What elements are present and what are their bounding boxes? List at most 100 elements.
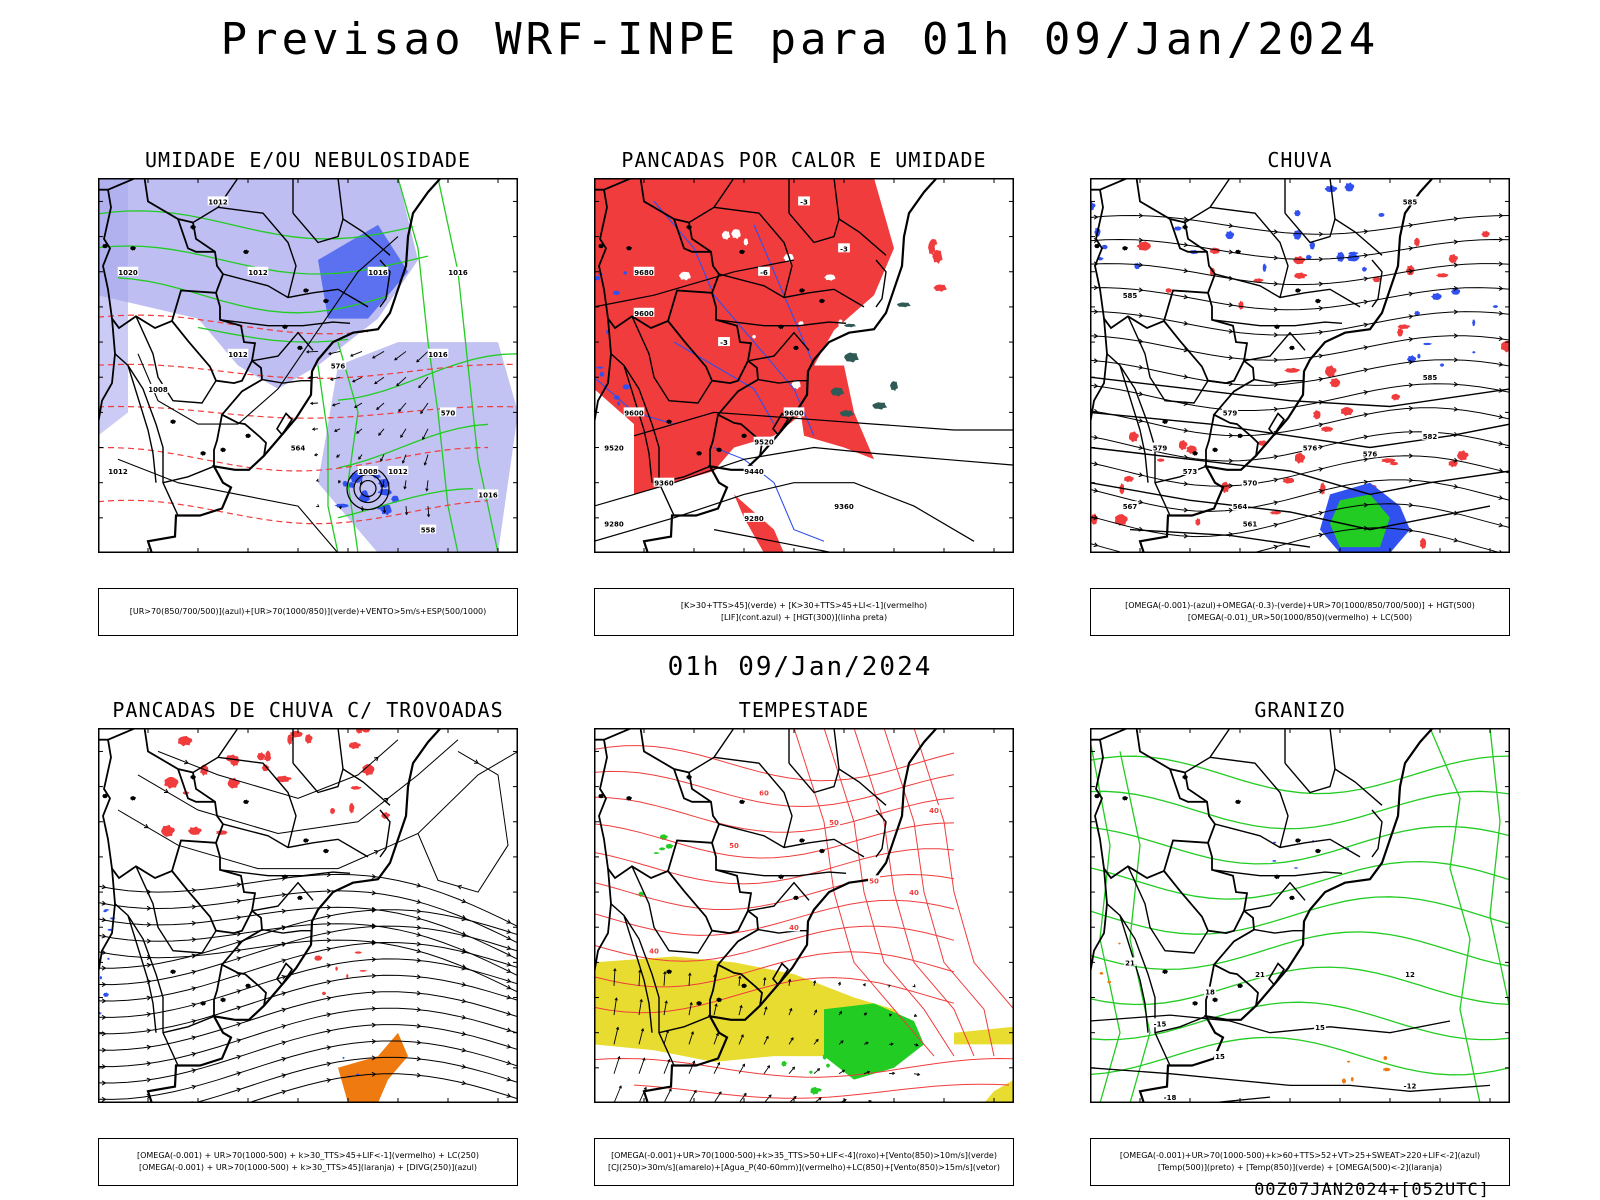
border-line: [1205, 414, 1215, 467]
contour-label-bg: [1151, 442, 1169, 452]
map-frame: [98, 178, 518, 553]
lake: [1162, 969, 1168, 975]
page-title: Previsao WRF-INPE para 01h 09/Jan/2024: [220, 14, 1380, 65]
streamline-arrow: [506, 919, 512, 924]
streamline: [98, 906, 518, 960]
lake: [130, 246, 136, 251]
streamline-arrow: [146, 905, 152, 911]
streamline-arrow: [1138, 391, 1144, 397]
omega-area-blue: [1293, 209, 1301, 217]
temp500-contour: [1090, 1014, 1451, 1034]
wind-vector: [738, 1063, 745, 1074]
lif-contour-blue: [653, 201, 815, 437]
streamline-arrow: [1228, 328, 1234, 334]
streamline: [98, 909, 518, 969]
streamline-arrow: [1408, 527, 1414, 533]
rain-area-red: [1397, 324, 1411, 329]
wind-vector-head: [416, 359, 420, 363]
wind-vector-head: [887, 984, 891, 988]
lagoa-dos-patos: [772, 412, 790, 436]
streamline-arrow: [1318, 353, 1324, 359]
map-frame: [98, 728, 518, 1103]
contour-label-bg: [743, 512, 765, 522]
omega-area-blue: [1348, 251, 1359, 256]
rain-area-red: [1391, 393, 1401, 401]
contour-label: 1016: [448, 269, 468, 277]
rain-area-red: [1381, 458, 1396, 463]
border-line: [1284, 762, 1383, 806]
streamline-arrow: [1318, 399, 1324, 405]
wind-vector-head: [717, 1061, 721, 1066]
wind-vector-head: [912, 984, 916, 988]
streamline-arrow: [326, 937, 332, 943]
storm-area-red: [187, 826, 202, 835]
rain-area-red: [1397, 327, 1404, 337]
contour-label-bg: [1241, 477, 1259, 487]
temp850-contour-green: [1090, 1001, 1510, 1041]
contour-label-bg: [788, 922, 800, 932]
border-line: [251, 331, 314, 362]
streamline-arrow: [1093, 487, 1099, 493]
streamline-arrow: [326, 1045, 332, 1051]
lake: [1182, 775, 1188, 780]
contour-label-bg: [227, 348, 249, 358]
streamline-arrow: [1363, 390, 1369, 395]
contour-label: 1016: [428, 351, 448, 359]
streamline-arrow: [1273, 332, 1279, 338]
streamline-arrow: [1138, 418, 1144, 423]
legend-line: [OMEGA(-0.01)_UR>50(1000/850)(vermelho) …: [1187, 613, 1413, 622]
lagoa-dos-patos: [1268, 962, 1286, 986]
omega-area-blue: [1336, 251, 1345, 262]
streamline-arrow: [371, 1006, 377, 1012]
wind-vector: [350, 351, 363, 357]
streamline-arrow: [1318, 256, 1324, 262]
thickness-dashed-red: [98, 363, 518, 380]
hgt300-contour: [594, 482, 975, 542]
wind-vector-head: [714, 1003, 718, 1007]
panel-title: PANCADAS DE CHUVA C/ TROVOADAS: [112, 698, 504, 722]
omega-area-blue: [1262, 263, 1267, 273]
streamline-arrow: [373, 756, 379, 762]
border-line: [673, 768, 711, 803]
contour-label-bg: [1161, 1092, 1179, 1102]
border-line: [135, 866, 217, 954]
wind-vector-head: [327, 351, 332, 356]
wind850-area-green: [653, 852, 660, 855]
streamline-arrow: [1318, 466, 1324, 472]
wind-vector: [838, 1069, 845, 1075]
streamline-arrow: [101, 1064, 107, 1070]
streamline-arrow: [416, 899, 422, 905]
streamline-arrow: [1228, 458, 1234, 464]
panel-chuva: CHUVA 585 585 585 582 579 579 576 576 573 570 567 5…: [1090, 148, 1510, 638]
lake: [666, 969, 672, 975]
rain-area-red: [1481, 230, 1490, 238]
border-line: [379, 809, 391, 858]
streamline-arrow: [461, 898, 467, 904]
streamline-arrow: [1318, 231, 1324, 237]
wind-vector-head: [380, 458, 384, 462]
temp850-contour-green: [1489, 728, 1510, 1010]
streamline-arrow: [326, 995, 332, 1001]
lake: [200, 451, 206, 456]
contour-label-bg: [1121, 290, 1139, 300]
contour-label: 18: [1205, 989, 1215, 997]
contour-label: 570: [441, 409, 456, 417]
humidity-blob-blue: [334, 503, 349, 508]
lake: [200, 1001, 206, 1006]
wind-vector-head: [394, 357, 398, 361]
contour-label: 9360: [654, 480, 674, 488]
streamline-arrow: [191, 920, 197, 926]
omega-area-blue: [1344, 182, 1355, 192]
wind850-area-green: [824, 1003, 924, 1080]
wind-vector: [405, 506, 408, 515]
temp850-contour-green: [1090, 966, 1510, 1006]
border-line: [1211, 319, 1343, 327]
lake: [303, 288, 309, 293]
lake: [686, 225, 692, 230]
wind-vector-head: [618, 1085, 622, 1089]
lif-area-blue: [595, 366, 604, 369]
wind-vector-head: [311, 427, 316, 431]
streamline-arrow: [371, 989, 377, 995]
hail-area-blue: [1294, 867, 1298, 869]
border-line: [757, 378, 807, 384]
